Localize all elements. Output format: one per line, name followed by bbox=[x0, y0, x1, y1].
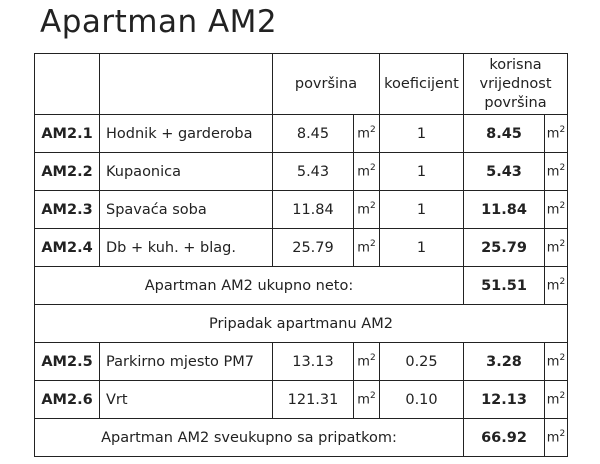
table-row: AM2.5 Parkirno mjesto PM7 13.13 m2 0.25 3.28 m… bbox=[34, 342, 568, 381]
room-code: AM2.1 bbox=[34, 114, 100, 153]
unit: m2 bbox=[544, 380, 568, 419]
room-code: AM2.2 bbox=[34, 152, 100, 191]
net-total-row: Apartman AM2 ukupno neto: 51.51 m2 bbox=[34, 266, 568, 305]
unit: m2 bbox=[353, 342, 380, 381]
header-empty bbox=[99, 53, 273, 115]
table-row: AM2.1 Hodnik + garderoba 8.45 m2 1 8.45 m2 bbox=[34, 114, 568, 153]
room-coefficient: 0.25 bbox=[379, 342, 464, 381]
room-name: Parkirno mjesto PM7 bbox=[99, 342, 273, 381]
room-coefficient: 1 bbox=[379, 228, 464, 267]
unit: m2 bbox=[353, 228, 380, 267]
room-useful-area: 3.28 bbox=[463, 342, 545, 381]
room-coefficient: 1 bbox=[379, 114, 464, 153]
header-empty bbox=[34, 53, 100, 115]
room-useful-area: 11.84 bbox=[463, 190, 545, 229]
table-header: površina koeficijent korisna vrijednost po… bbox=[34, 53, 568, 115]
unit: m2 bbox=[544, 418, 568, 457]
room-area: 11.84 bbox=[272, 190, 354, 229]
room-name: Spavaća soba bbox=[99, 190, 273, 229]
unit: m2 bbox=[353, 190, 380, 229]
grand-total-label: Apartman AM2 sveukupno sa pripatkom: bbox=[34, 418, 464, 457]
header-area: površina bbox=[272, 53, 380, 115]
room-code: AM2.3 bbox=[34, 190, 100, 229]
table-row: AM2.3 Spavaća soba 11.84 m2 1 11.84 m2 bbox=[34, 190, 568, 229]
room-name: Db + kuh. + blag. bbox=[99, 228, 273, 267]
unit: m2 bbox=[353, 380, 380, 419]
room-coefficient: 0.10 bbox=[379, 380, 464, 419]
room-area: 5.43 bbox=[272, 152, 354, 191]
room-name: Vrt bbox=[99, 380, 273, 419]
net-total-value: 51.51 bbox=[463, 266, 545, 305]
net-total-label: Apartman AM2 ukupno neto: bbox=[34, 266, 464, 305]
room-code: AM2.4 bbox=[34, 228, 100, 267]
page-title: Apartman AM2 bbox=[40, 4, 278, 40]
header-useful-area: korisna vrijednost površina bbox=[463, 53, 568, 115]
header-coefficient: koeficijent bbox=[379, 53, 464, 115]
room-useful-area: 25.79 bbox=[463, 228, 545, 267]
room-name: Kupaonica bbox=[99, 152, 273, 191]
table-row: AM2.6 Vrt 121.31 m2 0.10 12.13 m2 bbox=[34, 380, 568, 419]
room-useful-area: 8.45 bbox=[463, 114, 545, 153]
unit: m2 bbox=[353, 114, 380, 153]
unit: m2 bbox=[353, 152, 380, 191]
room-name: Hodnik + garderoba bbox=[99, 114, 273, 153]
room-useful-area: 12.13 bbox=[463, 380, 545, 419]
room-coefficient: 1 bbox=[379, 152, 464, 191]
unit: m2 bbox=[544, 190, 568, 229]
room-useful-area: 5.43 bbox=[463, 152, 545, 191]
room-coefficient: 1 bbox=[379, 190, 464, 229]
area-table: površina koeficijent korisna vrijednost po… bbox=[34, 53, 568, 457]
room-area: 13.13 bbox=[272, 342, 354, 381]
unit: m2 bbox=[544, 342, 568, 381]
appurtenance-row: Pripadak apartmanu AM2 bbox=[34, 304, 568, 343]
appurtenance-label: Pripadak apartmanu AM2 bbox=[34, 304, 568, 343]
room-code: AM2.5 bbox=[34, 342, 100, 381]
table-row: AM2.2 Kupaonica 5.43 m2 1 5.43 m2 bbox=[34, 152, 568, 191]
room-area: 8.45 bbox=[272, 114, 354, 153]
grand-total-row: Apartman AM2 sveukupno sa pripatkom: 66.… bbox=[34, 418, 568, 457]
unit: m2 bbox=[544, 152, 568, 191]
table-row: AM2.4 Db + kuh. + blag. 25.79 m2 1 25.79 m2 bbox=[34, 228, 568, 267]
room-area: 121.31 bbox=[272, 380, 354, 419]
grand-total-value: 66.92 bbox=[463, 418, 545, 457]
unit: m2 bbox=[544, 114, 568, 153]
unit: m2 bbox=[544, 266, 568, 305]
unit: m2 bbox=[544, 228, 568, 267]
room-area: 25.79 bbox=[272, 228, 354, 267]
room-code: AM2.6 bbox=[34, 380, 100, 419]
